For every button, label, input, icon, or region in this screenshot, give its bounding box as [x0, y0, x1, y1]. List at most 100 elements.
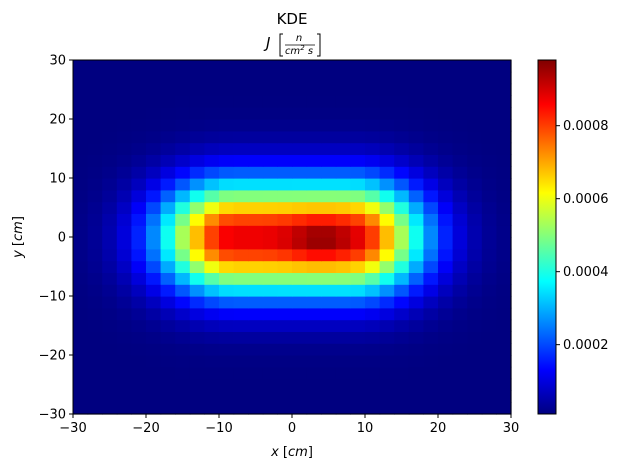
heatmap-cell — [233, 225, 249, 238]
heatmap-cell — [189, 331, 205, 344]
heatmap-cell — [277, 71, 293, 85]
heatmap-cell — [481, 189, 497, 203]
heatmap-cell — [146, 189, 162, 203]
heatmap-cell — [175, 189, 191, 203]
heatmap-cell — [189, 296, 205, 309]
heatmap-cell — [292, 119, 308, 132]
heatmap-cell — [219, 378, 235, 391]
heatmap-cell — [219, 130, 235, 144]
heatmap-cell — [321, 331, 337, 344]
heatmap-cell — [116, 166, 132, 179]
heatmap-cell — [233, 390, 249, 403]
heatmap-cell — [452, 119, 468, 132]
heatmap-cell — [452, 272, 468, 285]
heatmap-cell — [146, 248, 162, 262]
heatmap-cell — [481, 355, 497, 368]
heatmap-cell — [175, 343, 191, 356]
heatmap-cell — [365, 402, 381, 415]
heatmap-cell — [175, 248, 191, 262]
heatmap-cell — [204, 213, 220, 226]
heatmap-cell — [335, 83, 351, 96]
heatmap-cell — [306, 71, 322, 85]
heatmap-cell — [438, 366, 454, 380]
heatmap-cell — [248, 307, 264, 321]
heatmap-cell — [365, 355, 381, 368]
subtitle-denominator-tail: s — [305, 46, 313, 57]
heatmap-cell — [160, 272, 176, 285]
heatmap-cell — [292, 284, 308, 297]
heatmap-cell — [248, 107, 264, 120]
heatmap-cell — [160, 355, 176, 368]
heatmap-cell — [438, 331, 454, 344]
heatmap-cell — [408, 402, 424, 415]
heatmap-cell — [175, 83, 191, 96]
heatmap-cell — [146, 225, 162, 238]
heatmap-cell — [408, 272, 424, 285]
heatmap-cell — [233, 296, 249, 309]
heatmap-cell — [73, 272, 89, 285]
heatmap-cell — [262, 154, 278, 167]
heatmap-cell — [481, 319, 497, 332]
heatmap-cell — [379, 130, 395, 144]
heatmap-cell — [87, 201, 103, 214]
heatmap-cell — [438, 201, 454, 214]
heatmap-cell — [73, 248, 89, 262]
heatmap-cell — [423, 390, 439, 403]
heatmap-cell — [438, 83, 454, 96]
heatmap-cell — [321, 378, 337, 391]
heatmap-cell — [73, 307, 89, 321]
heatmap-cell — [379, 83, 395, 96]
heatmap-cell — [335, 130, 351, 144]
heatmap-cell — [102, 378, 118, 391]
heatmap-cell — [438, 107, 454, 120]
heatmap-cell — [496, 60, 512, 73]
heatmap-cell — [423, 260, 439, 273]
heatmap-cell — [219, 390, 235, 403]
heatmap-cell — [160, 248, 176, 262]
heatmap-cell — [423, 178, 439, 191]
heatmap-cell — [292, 248, 308, 262]
heatmap-cell — [87, 296, 103, 309]
heatmap-cell — [481, 71, 497, 85]
heatmap-cell — [335, 225, 351, 238]
heatmap-cell — [467, 402, 483, 415]
heatmap-cell — [306, 260, 322, 273]
heatmap-cell — [87, 225, 103, 238]
heatmap-cell — [87, 319, 103, 332]
heatmap-cell — [116, 130, 132, 144]
heatmap-cell — [292, 154, 308, 167]
heatmap-cell — [131, 166, 147, 179]
heatmap-cell — [335, 189, 351, 203]
heatmap-cell — [131, 107, 147, 120]
heatmap-cell — [87, 343, 103, 356]
heatmap-cell — [131, 60, 147, 73]
heatmap-cell — [131, 154, 147, 167]
heatmap-cell — [467, 107, 483, 120]
heatmap-cell — [146, 378, 162, 391]
heatmap-cell — [292, 272, 308, 285]
heatmap-cell — [321, 319, 337, 332]
heatmap-cell — [189, 119, 205, 132]
heatmap-cell — [350, 119, 366, 132]
heatmap-cell — [481, 178, 497, 191]
heatmap-cell — [146, 272, 162, 285]
heatmap-cell — [365, 142, 381, 155]
heatmap-cell — [423, 378, 439, 391]
heatmap-cell — [102, 60, 118, 73]
heatmap-cell — [496, 130, 512, 144]
subtitle-bracket-left — [279, 33, 283, 57]
heatmap-cell — [335, 154, 351, 167]
heatmap-cell — [365, 71, 381, 85]
heatmap-cell — [204, 71, 220, 85]
heatmap-cell — [146, 260, 162, 273]
heatmap-cell — [496, 284, 512, 297]
heatmap-cell — [102, 366, 118, 380]
heatmap-cell — [335, 213, 351, 226]
heatmap-cell — [379, 331, 395, 344]
heatmap-cell — [87, 178, 103, 191]
heatmap-cell — [481, 284, 497, 297]
heatmap-cell — [365, 130, 381, 144]
heatmap-cell — [131, 296, 147, 309]
heatmap-cell — [73, 366, 89, 380]
heatmap-cell — [408, 107, 424, 120]
